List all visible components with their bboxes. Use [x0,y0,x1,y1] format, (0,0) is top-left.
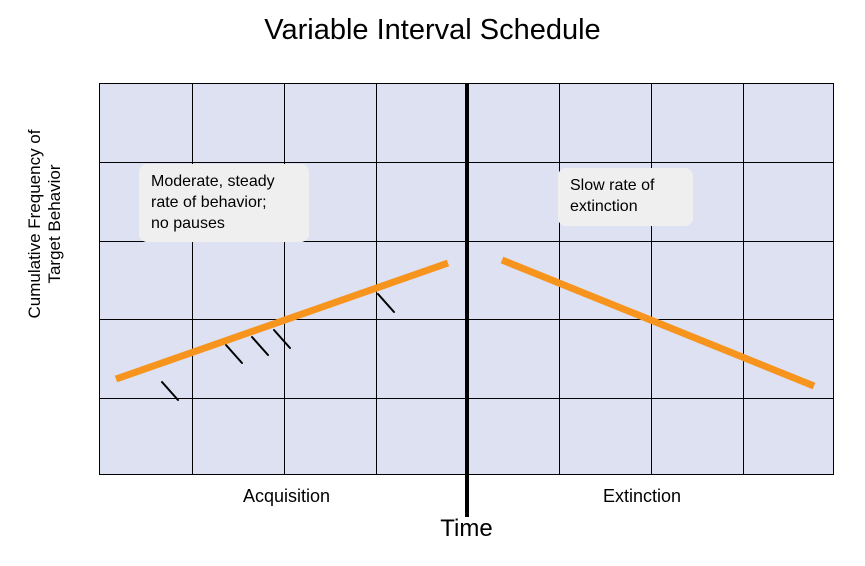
gridline-vertical [559,84,560,474]
annotation-acquisition: Moderate, steadyrate of behavior;no paus… [139,164,309,242]
phase-label-extinction: Extinction [603,486,681,507]
phase-divider [465,83,469,517]
gridline-vertical [284,84,285,474]
y-axis-label: Cumulative Frequency ofTarget Behavior [25,28,65,420]
x-axis-label: Time [99,515,834,543]
phase-label-acquisition: Acquisition [243,486,330,507]
gridline-vertical [743,84,744,474]
gridline-vertical [376,84,377,474]
gridline-vertical [651,84,652,474]
annotation-extinction: Slow rate ofextinction [558,168,693,226]
gridline-vertical [192,84,193,474]
chart-title: Variable Interval Schedule [0,14,865,47]
